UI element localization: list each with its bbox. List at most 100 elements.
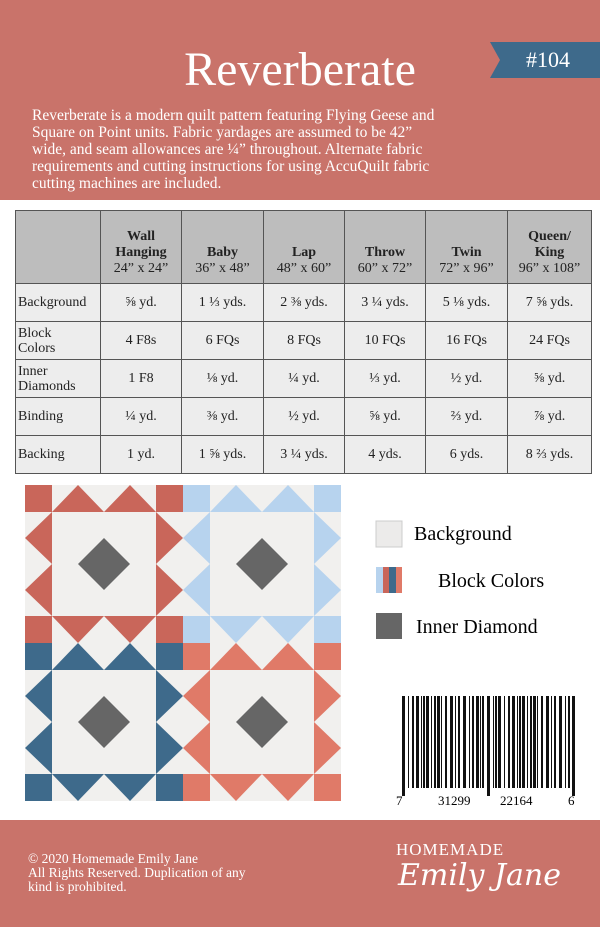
table-cell: 1 F8 — [100, 359, 182, 398]
title: Reverberate — [184, 43, 416, 96]
table-row: Background ⅝ yd. 1 ⅓ yds. 2 ⅜ yds. 3 ¼ yds. 5… — [15, 283, 592, 322]
quilt-shape — [445, 696, 447, 788]
barcode-digit: 6 — [568, 793, 575, 808]
quilt-shape — [546, 696, 549, 788]
quilt-shape — [450, 696, 453, 788]
table-cell: 7 ⅝ yds. — [507, 283, 592, 322]
table-cell: 6 yds. — [425, 435, 508, 474]
column-name: King — [534, 245, 565, 260]
quilt-shape — [25, 643, 52, 670]
quilt-shape — [504, 696, 505, 788]
quilt-shape — [210, 774, 262, 801]
table-cell: ⅝ yd. — [507, 359, 592, 398]
copyright-line: kind is prohibited. — [28, 879, 127, 894]
quilt-shape — [463, 696, 466, 788]
quilt-shape — [476, 696, 479, 788]
quilt-shape — [183, 485, 210, 512]
column-name: Queen/ — [528, 229, 571, 244]
quilt-shape — [156, 643, 183, 670]
table-cell: ⅞ yd. — [507, 397, 592, 436]
quilt-shape — [512, 696, 515, 788]
header-cell: Twin 72” x 96” — [425, 210, 508, 284]
quilt-shape — [541, 696, 543, 788]
quilt-shape — [559, 696, 562, 788]
table-cell: ⅜ yd. — [181, 397, 264, 436]
table-cell: ⅛ yd. — [181, 359, 264, 398]
quilt-shape — [314, 616, 341, 643]
table-cell: 2 ⅜ yds. — [263, 283, 345, 322]
barcode-digit: 7 — [396, 793, 403, 808]
quilt-shape — [551, 696, 552, 788]
quilt-shape — [554, 696, 556, 788]
quilt-shape — [495, 696, 497, 788]
quilt-shape — [533, 696, 536, 788]
row-label: Inner Diamonds — [15, 359, 101, 398]
description-line: wide, and seam allowances are ¼” through… — [32, 141, 423, 158]
quilt-shape — [104, 643, 156, 670]
quilt-shape — [314, 643, 341, 670]
quilt-shape — [210, 643, 262, 670]
header-band — [0, 0, 600, 200]
legend-label: Background — [414, 523, 512, 545]
quilt-shape — [52, 774, 104, 801]
row-label-line: Backing — [18, 447, 65, 462]
quilt-shape — [416, 696, 419, 788]
header-cell: Throw 60” x 72” — [344, 210, 426, 284]
table-cell: 8 ⅔ yds. — [507, 435, 592, 474]
header-cell: Lap 48” x 60” — [263, 210, 345, 284]
description-line: Square on Point units. Fabric yardages a… — [32, 124, 413, 141]
row-label-line: Inner — [18, 363, 48, 379]
quilt-shape — [183, 670, 210, 722]
quilt-shape — [493, 696, 494, 788]
quilt-shape — [236, 538, 288, 590]
table-cell: 8 FQs — [263, 321, 345, 360]
footer-band — [0, 820, 600, 927]
quilt-shape — [156, 670, 183, 722]
copyright-line: All Rights Reserved. Duplication of any — [28, 865, 246, 880]
quilt-shape — [183, 616, 210, 643]
column-name: Lap — [291, 245, 317, 260]
header-cell: Queen/King 96” x 108” — [507, 210, 592, 284]
quilt-shape — [402, 696, 405, 796]
quilt-shape — [522, 696, 525, 788]
description-line: Reverberate is a modern quilt pattern fe… — [32, 107, 435, 124]
table-cell: 16 FQs — [425, 321, 508, 360]
table-cell: 5 ⅛ yds. — [425, 283, 508, 322]
description: Reverberate is a modern quilt pattern fe… — [32, 107, 434, 192]
row-label-line: Block — [18, 325, 52, 341]
quilt-shape — [262, 485, 314, 512]
quilt-shape — [156, 616, 183, 643]
header-cell — [15, 210, 101, 284]
table-cell: ½ yd. — [425, 359, 508, 398]
quilt-shape — [52, 485, 104, 512]
quilt-shape — [25, 670, 52, 722]
row-label: Binding — [15, 397, 101, 436]
table-cell: 10 FQs — [344, 321, 426, 360]
quilt-shape — [210, 616, 262, 643]
quilt-shape — [314, 774, 341, 801]
legend-label: Block Colors — [438, 570, 544, 592]
table-cell: ⅝ yd. — [100, 283, 182, 322]
yardage-table: Wall Hanging 24” x 24” Baby 36” x 48” Lap 48” … — [15, 210, 592, 474]
quilt-shape — [314, 564, 341, 616]
column-size: 36” x 48” — [195, 261, 250, 276]
brand-script: Emily Jane — [398, 858, 562, 893]
table-cell: ¼ yd. — [100, 397, 182, 436]
tag-text: #104 — [526, 47, 570, 72]
quilt-shape — [437, 696, 440, 788]
quilt-shape — [78, 538, 130, 590]
row-label: Block Colors — [15, 321, 101, 360]
column-size: 60” x 72” — [357, 261, 413, 276]
quilt-shape — [156, 774, 183, 801]
barcode-digit: 22164 — [500, 793, 533, 808]
header-cell: Wall Hanging 24” x 24” — [100, 210, 182, 284]
quilt-image — [25, 485, 341, 801]
column-name: Hanging — [115, 245, 167, 260]
column-size: 24” x 24” — [113, 261, 169, 276]
column-name: Baby — [206, 245, 239, 260]
quilt-shape — [408, 696, 409, 788]
quilt-shape — [487, 696, 490, 796]
quilt-shape — [25, 774, 52, 801]
row-label-line: Binding — [18, 409, 64, 424]
legend-label: Inner Diamond — [416, 616, 538, 638]
